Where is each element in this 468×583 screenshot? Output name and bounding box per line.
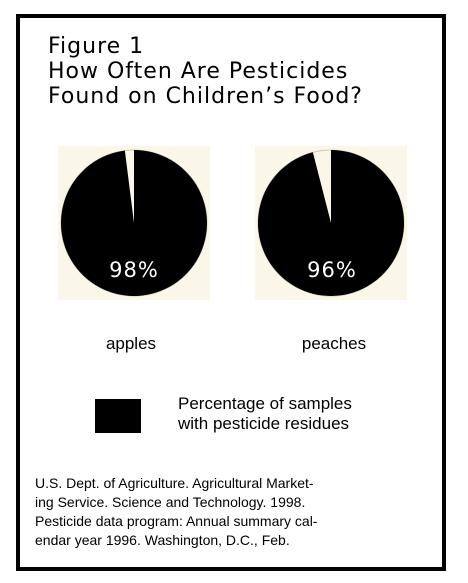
category-label-peaches: peaches xyxy=(302,334,366,353)
legend-swatch xyxy=(95,399,141,433)
figure-title: Figure 1 How Often Are Pesticides Found … xyxy=(48,34,363,109)
pie-value-label-apples: 98% xyxy=(109,258,159,282)
title-line-1: Figure 1 xyxy=(48,34,145,59)
source-citation: U.S. Dept. of Agriculture. Agricultural … xyxy=(35,474,430,550)
pie-value-label-peaches: 96% xyxy=(307,258,357,282)
source-line-2: ing Service. Science and Technology. 199… xyxy=(35,494,306,510)
pie-slice-peaches-residue xyxy=(257,150,404,296)
source-line-1: U.S. Dept. of Agriculture. Agricultural … xyxy=(35,475,314,491)
category-label-apples: apples xyxy=(106,334,156,353)
title-line-3: Found on Children’s Food? xyxy=(48,84,363,109)
source-line-3: Pesticide data program: Annual summary c… xyxy=(35,513,318,529)
title-line-2: How Often Are Pesticides xyxy=(48,59,349,84)
pie-slice-apples-residue xyxy=(60,150,207,296)
legend-label: Percentage of samples with pesticide res… xyxy=(178,394,352,433)
source-line-4: endar year 1996. Washington, D.C., Feb. xyxy=(35,532,290,548)
